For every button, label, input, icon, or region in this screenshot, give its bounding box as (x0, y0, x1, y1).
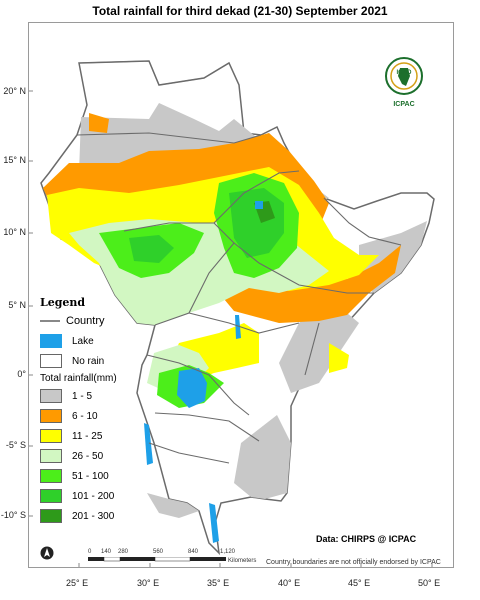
country-boundary (188, 312, 300, 334)
legend-class-swatch (40, 509, 62, 523)
rain-zone-1-5 (147, 493, 199, 518)
rain-zone-101-200 (129, 235, 174, 263)
north-arrow-icon (40, 546, 54, 560)
legend-class-row: 51 - 100 (40, 468, 150, 484)
legend-classes: 1 - 5 6 - 10 11 - 25 26 - 50 51 - 100 101 - 2… (40, 388, 150, 524)
lon-label: 30° E (137, 578, 160, 588)
lat-label: 5° N (8, 300, 26, 310)
legend-country: Country (40, 313, 150, 329)
legend-class-swatch (40, 469, 62, 483)
map-frame (28, 22, 454, 568)
lake-turkana (235, 315, 241, 339)
data-credit: Data: CHIRPS @ ICPAC (316, 534, 417, 544)
legend-no-rain-label: No rain (72, 355, 105, 367)
country-boundary (323, 197, 402, 246)
scale-bar-graphic (88, 557, 226, 562)
legend-class-swatch (40, 409, 62, 423)
lat-label: -10° S (0, 510, 26, 520)
legend-title: Legend (40, 296, 86, 309)
legend-class-label: 6 - 10 (72, 410, 98, 422)
lon-label: 50° E (418, 578, 441, 588)
lat-label: 15° N (3, 155, 26, 165)
legend-class-label: 51 - 100 (72, 470, 109, 482)
lat-label: -5° S (5, 440, 26, 450)
country-boundary (148, 442, 230, 464)
lake-swatch (40, 334, 62, 348)
lon-label: 45° E (348, 578, 371, 588)
country-boundary (78, 60, 230, 86)
country-line-icon (40, 320, 60, 322)
lake-tana (255, 201, 263, 209)
lon-label: 25° E (66, 578, 89, 588)
legend-no-rain: No rain (40, 353, 150, 369)
lat-label: 0° (17, 369, 26, 379)
legend-class-row: 6 - 10 (40, 408, 150, 424)
legend-class-label: 11 - 25 (72, 430, 103, 442)
lat-label: 10° N (3, 227, 26, 237)
lake-victoria (177, 368, 207, 408)
legend-total-rainfall: Total rainfall(mm) (40, 373, 117, 384)
logo-top-text: IGAD (396, 70, 412, 76)
legend-lake-label: Lake (72, 335, 94, 347)
legend-class-row: 26 - 50 (40, 448, 150, 464)
legend-class-label: 26 - 50 (72, 450, 104, 462)
scale-tick: 0 (88, 549, 92, 555)
map-legend: Legend Country Lake No rain Total rainfa… (40, 296, 150, 528)
rainfall-map (29, 60, 435, 567)
logo-bottom-text: ICPAC (393, 101, 415, 108)
rain-zone-1-5 (234, 415, 291, 499)
map-title: Total rainfall for third dekad (21-30) S… (92, 4, 388, 18)
country-boundary (154, 412, 260, 442)
lon-label: 40° E (278, 578, 301, 588)
country-boundary (304, 322, 320, 376)
legend-country-label: Country (66, 315, 105, 327)
legend-class-label: 201 - 300 (72, 510, 115, 522)
igad-emblem-icon (385, 57, 423, 95)
country-boundary (146, 354, 250, 416)
scale-unit: Kilometers (228, 558, 257, 564)
scale-tick: 840 (188, 549, 199, 555)
lake-malawi (209, 503, 219, 543)
legend-class-label: 1 - 5 (72, 390, 93, 402)
scale-bar: 0 140 280 560 840 1,120 Kilometers (88, 549, 256, 569)
country-boundary (213, 170, 300, 224)
country-boundary (233, 242, 374, 294)
lat-label: 20° N (3, 86, 26, 96)
legend-lake: Lake (40, 333, 150, 349)
legend-class-row: 1 - 5 (40, 388, 150, 404)
scale-tick: 1,120 (220, 549, 236, 555)
legend-class-swatch (40, 489, 62, 503)
scale-tick: 140 (101, 549, 112, 555)
legend-class-row: 101 - 200 (40, 488, 150, 504)
rain-zone-11-25 (329, 343, 349, 373)
country-boundary (76, 132, 262, 144)
legend-class-row: 201 - 300 (40, 508, 150, 524)
scale-tick: 280 (118, 549, 129, 555)
legend-class-swatch (40, 429, 62, 443)
scale-tick: 560 (153, 549, 164, 555)
lon-label: 35° E (207, 578, 230, 588)
icpac-logo: IGAD ICPAC (382, 56, 426, 112)
lake-tanganyika (144, 423, 153, 465)
no-rain-swatch (40, 354, 62, 368)
rain-zone-1-5 (279, 298, 359, 393)
legend-class-label: 101 - 200 (72, 490, 115, 502)
disclaimer: Country boundaries are not officially en… (266, 559, 441, 566)
legend-class-swatch (40, 389, 62, 403)
rain-zone-6-10 (89, 113, 109, 133)
legend-class-swatch (40, 449, 62, 463)
country-boundaries (76, 60, 402, 464)
legend-class-row: 11 - 25 (40, 428, 150, 444)
